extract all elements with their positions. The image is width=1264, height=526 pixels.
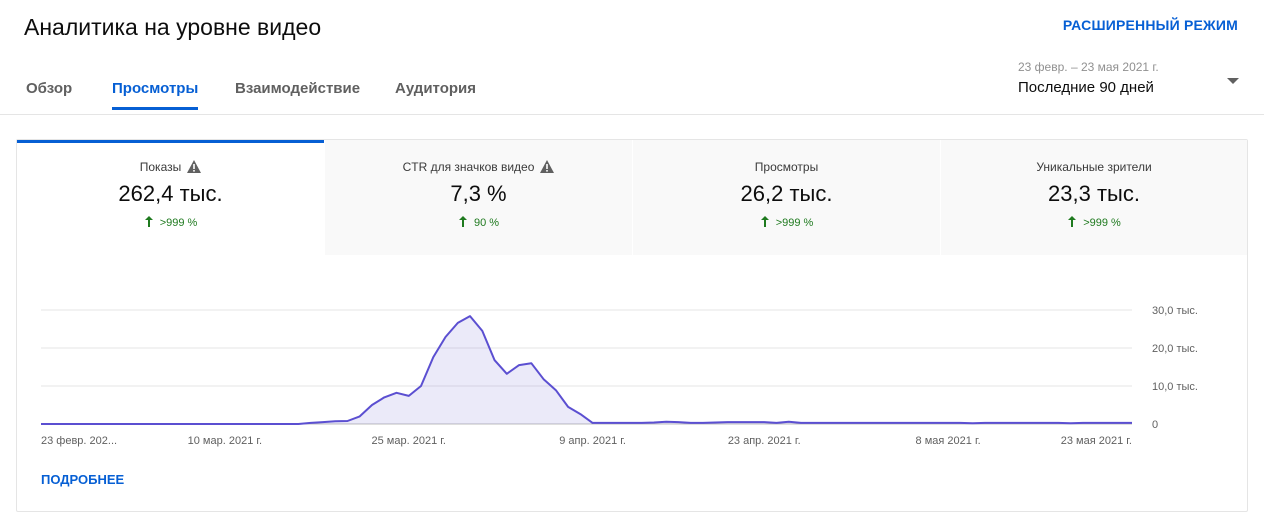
metric-value: 7,3 % bbox=[450, 181, 507, 206]
x-tick-label: 23 февр. 202... bbox=[41, 435, 117, 447]
y-tick-label: 20,0 тыс. bbox=[1152, 343, 1198, 355]
tab-active[interactable]: Просмотры bbox=[112, 80, 199, 110]
date-range: 23 февр. – 23 мая 2021 г. bbox=[1018, 60, 1159, 74]
warning-icon bbox=[540, 160, 555, 173]
metric-value: 262,4 тыс. bbox=[118, 181, 223, 206]
advanced-mode-link[interactable]: РАСШИРЕННЫЙ РЕЖИМ bbox=[1062, 17, 1238, 33]
metric-card[interactable]: Просмотры 26,2 тыс. >999 % bbox=[633, 140, 940, 255]
metric-label: Уникальные зрители bbox=[1036, 160, 1152, 174]
metric-label: CTR для значков видео bbox=[402, 160, 535, 174]
area-fill bbox=[41, 316, 1132, 424]
x-tick-label: 23 апр. 2021 г. bbox=[728, 435, 801, 447]
x-tick-label: 23 мая 2021 г. bbox=[1061, 435, 1132, 447]
x-tick-label: 10 мар. 2021 г. bbox=[188, 435, 262, 447]
more-link[interactable]: ПОДРОБНЕЕ bbox=[41, 472, 125, 487]
metric-change: 90 % bbox=[473, 217, 500, 229]
tab[interactable]: Обзор bbox=[26, 80, 73, 97]
tab[interactable]: Взаимодействие bbox=[235, 80, 361, 97]
period-select[interactable]: Последние 90 дней bbox=[1018, 79, 1154, 96]
chart: 0 10,0 тыс. 20,0 тыс. 30,0 тыс. 23 февр. 202… bbox=[41, 305, 1198, 447]
y-tick-label: 10,0 тыс. bbox=[1152, 381, 1198, 393]
page-title: Аналитика на уровне видео bbox=[24, 14, 322, 40]
metric-change: >999 % bbox=[1083, 217, 1121, 229]
line bbox=[41, 315, 1132, 425]
metric-card[interactable]: Показы 262,4 тыс. >999 % bbox=[17, 140, 324, 255]
y-tick-label: 30,0 тыс. bbox=[1152, 305, 1198, 317]
y-tick-label: 0 bbox=[1152, 419, 1158, 431]
metric-value: 23,3 тыс. bbox=[1048, 181, 1140, 206]
metric-card[interactable]: CTR для значков видео 7,3 % 90 % bbox=[325, 140, 632, 255]
up-arrow bbox=[1068, 216, 1077, 227]
warning-icon bbox=[187, 160, 202, 173]
metric-change: >999 % bbox=[775, 217, 814, 229]
tab[interactable]: Аудитория bbox=[395, 80, 476, 97]
dropdown-caret[interactable] bbox=[1226, 76, 1240, 86]
x-tick-label: 25 мар. 2021 г. bbox=[372, 435, 446, 447]
metric-label: Показы bbox=[139, 160, 182, 174]
metric-label: Просмотры bbox=[754, 160, 819, 174]
up-arrow bbox=[144, 216, 153, 227]
up-arrow bbox=[760, 216, 769, 227]
metric-card[interactable]: Уникальные зрители 23,3 тыс. >999 % bbox=[941, 140, 1247, 255]
x-tick-label: 9 апр. 2021 г. bbox=[559, 435, 626, 447]
metric-value: 26,2 тыс. bbox=[740, 181, 833, 206]
divider bbox=[0, 114, 1264, 115]
up-arrow bbox=[458, 216, 467, 227]
metrics-panel bbox=[16, 139, 1248, 512]
metric-change: >999 % bbox=[159, 217, 198, 229]
x-tick-label: 8 мая 2021 г. bbox=[916, 435, 981, 447]
